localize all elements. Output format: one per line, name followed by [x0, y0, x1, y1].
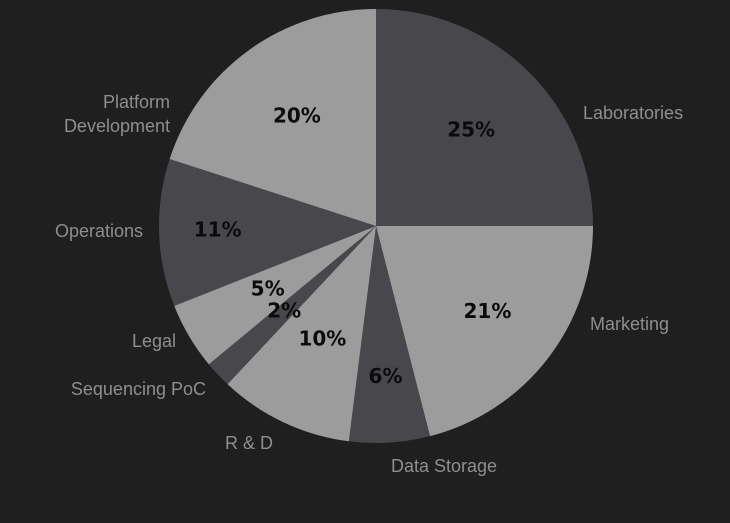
pie-slice-operations [159, 158, 376, 306]
category-label-data-storage: Data Storage [391, 456, 497, 476]
pie-slice-legal [174, 226, 376, 365]
pct-label-legal: 5% [251, 277, 285, 301]
category-label-marketing: Marketing [590, 314, 669, 334]
pct-label-marketing: 21% [464, 299, 512, 323]
pie-slice-platform-development [169, 9, 376, 226]
pie-slice-marketing [376, 226, 593, 437]
pct-label-r-d: 10% [298, 326, 346, 350]
category-label-r-d: R & D [225, 433, 273, 453]
category-labels: Laboratories Marketing Data Storage R & D Se… [55, 92, 683, 476]
category-label-legal: Legal [132, 331, 176, 351]
category-label-operations: Operations [55, 221, 143, 241]
pct-label-laboratories: 25% [447, 117, 495, 141]
percentage-labels: 25% 21% 6% 10% 2%5% 11% 20% [194, 104, 512, 388]
pct-label-platform-development: 20% [273, 104, 321, 128]
category-label-platform-development: Platform Development [64, 92, 170, 136]
pct-label-operations: 11% [194, 217, 242, 241]
pie-slice-r-d [227, 226, 376, 442]
pie-slice-sequencing-poc [208, 226, 376, 385]
pct-label-data-storage: 6% [369, 364, 403, 388]
pie-slice-data-storage [348, 226, 430, 443]
pie-slices [159, 9, 593, 443]
pie-slice-laboratories [376, 9, 593, 226]
category-label-sequencing-poc: Sequencing PoC [71, 379, 206, 399]
category-label-laboratories: Laboratories [583, 103, 683, 123]
pct-label-sequencing-poc: 2% [267, 299, 301, 323]
